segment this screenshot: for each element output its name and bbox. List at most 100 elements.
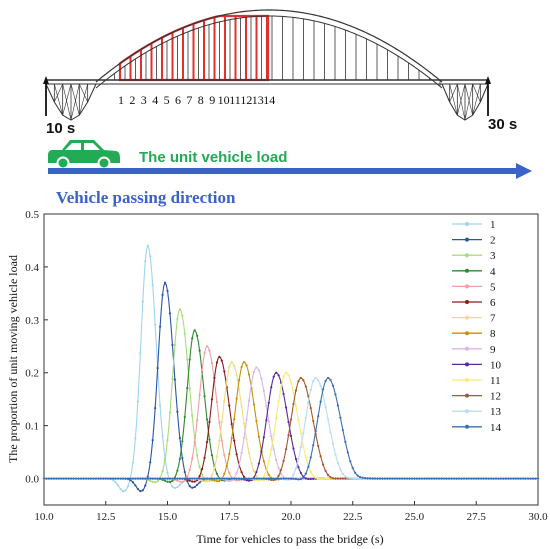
- series-point-14: [215, 477, 218, 480]
- series-point-10: [299, 471, 302, 475]
- series-point-6: [233, 439, 236, 442]
- series-point-10: [255, 470, 258, 474]
- series-point-14: [522, 477, 525, 480]
- series-point-14: [117, 477, 120, 480]
- series-point-14: [208, 477, 211, 480]
- series-point-2: [183, 470, 186, 474]
- series-point-7: [245, 438, 248, 441]
- legend-marker: [465, 424, 469, 429]
- series-point-1: [176, 485, 179, 489]
- series-point-1: [114, 481, 117, 484]
- series-point-2: [163, 281, 167, 284]
- legend-marker: [465, 362, 469, 367]
- legend-marker: [465, 268, 469, 273]
- series-point-3: [156, 480, 159, 483]
- series-point-6: [205, 440, 209, 444]
- series-point-14: [146, 477, 149, 480]
- series-point-14: [223, 477, 226, 480]
- legend-label: 13: [490, 406, 502, 418]
- series-point-9: [238, 463, 241, 466]
- series-point-5: [215, 400, 218, 404]
- series-point-1: [146, 244, 149, 247]
- series-point-14: [168, 477, 172, 480]
- series-point-10: [289, 434, 293, 438]
- series-point-14: [312, 444, 315, 447]
- series-point-11: [326, 477, 330, 480]
- series-point-14: [161, 477, 164, 480]
- series-point-11: [314, 476, 317, 479]
- series-point-1: [126, 485, 130, 488]
- series-point-9: [247, 399, 251, 402]
- series-point-12: [302, 379, 305, 382]
- series-point-14: [492, 477, 495, 480]
- series-point-6: [228, 404, 231, 407]
- series-point-14: [186, 477, 189, 480]
- series-point-14: [524, 477, 527, 480]
- series-point-13: [304, 416, 307, 419]
- side-diagonal: [70, 83, 80, 121]
- side-diagonal: [472, 83, 481, 103]
- series-point-10: [265, 419, 268, 422]
- series-point-7: [255, 474, 258, 478]
- series-point-9: [240, 451, 243, 454]
- series-point-5: [218, 421, 221, 424]
- side-diagonal: [79, 83, 88, 103]
- series-point-3: [196, 454, 199, 457]
- series-point-11: [304, 455, 307, 459]
- series-point-9: [272, 448, 275, 451]
- series-point-13: [354, 477, 357, 480]
- section-number-10: 10: [218, 93, 230, 107]
- series-point-2: [181, 456, 184, 460]
- section-number-11: 11: [229, 93, 241, 107]
- series-point-2: [158, 325, 162, 328]
- series-point-12: [277, 474, 280, 477]
- series-point-12: [317, 444, 320, 447]
- series-point-14: [351, 466, 354, 470]
- series-point-14: [472, 477, 475, 480]
- series-point-12: [341, 477, 344, 480]
- series-point-5: [191, 457, 194, 460]
- series-point-8: [215, 480, 218, 483]
- series-point-3: [171, 377, 174, 380]
- series-point-6: [215, 361, 218, 364]
- series-point-13: [326, 418, 330, 421]
- series-point-12: [326, 473, 330, 477]
- series-point-7: [238, 388, 241, 391]
- series-point-14: [136, 477, 139, 480]
- series-point-11: [292, 391, 295, 394]
- series-point-14: [509, 477, 512, 480]
- series-point-14: [307, 465, 310, 468]
- series-1: [42, 244, 540, 493]
- series-point-14: [410, 477, 414, 480]
- series-point-11: [257, 479, 260, 482]
- series-point-7: [242, 422, 246, 425]
- series-point-4: [166, 480, 169, 483]
- series-point-14: [70, 477, 73, 480]
- series-point-14: [228, 477, 231, 480]
- series-point-6: [213, 376, 216, 380]
- series-point-13: [329, 430, 332, 434]
- series-point-5: [198, 393, 201, 397]
- series-point-14: [438, 477, 441, 480]
- series-point-10: [297, 466, 300, 469]
- series-point-4: [215, 472, 218, 475]
- series-point-11: [312, 474, 315, 477]
- series-point-12: [312, 419, 315, 423]
- legend-label: 10: [490, 359, 502, 371]
- series-point-11: [324, 477, 327, 480]
- section-number-13: 13: [252, 93, 264, 107]
- series-point-6: [235, 453, 238, 456]
- series-point-14: [381, 477, 384, 480]
- series-point-12: [324, 469, 327, 472]
- series-point-10: [260, 450, 263, 453]
- series-point-12: [287, 434, 290, 437]
- series-point-13: [336, 461, 340, 465]
- series-point-14: [529, 477, 532, 480]
- series-point-12: [329, 476, 332, 479]
- series-point-11: [265, 469, 268, 472]
- series-point-10: [257, 462, 260, 465]
- series-point-5: [178, 480, 181, 483]
- section-number-3: 3: [141, 93, 147, 107]
